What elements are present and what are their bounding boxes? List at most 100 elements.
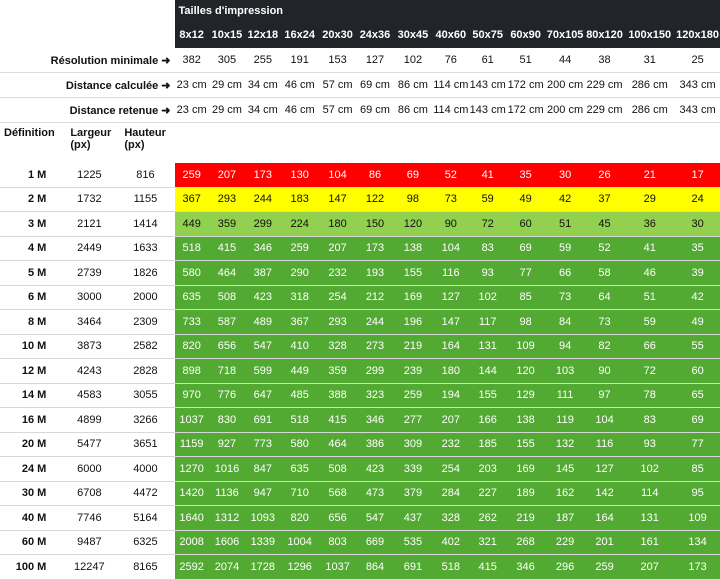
info-value: 127 — [356, 48, 394, 73]
resolution-cell: 232 — [318, 260, 357, 286]
info-value: 343 cm — [675, 97, 720, 123]
resolution-cell: 207 — [318, 236, 357, 261]
resolution-cell: 147 — [318, 187, 357, 212]
resolution-cell: 90 — [432, 211, 470, 237]
size-header: 70x105 — [545, 22, 585, 48]
resolution-cell: 1037 — [174, 407, 209, 433]
table-row: 60 M 9487 6325 2008 1606 1339 1004 803 669 535 402… — [0, 530, 720, 555]
resolution-cell: 30 — [675, 211, 720, 237]
resolution-cell: 669 — [356, 530, 394, 555]
info-value: 200 cm — [545, 72, 585, 98]
resolution-cell: 864 — [356, 554, 394, 580]
resolution-cell: 232 — [432, 432, 470, 457]
resolution-cell: 1270 — [174, 456, 209, 482]
resolution-cell: 259 — [584, 554, 625, 580]
resolution-cell: 1420 — [174, 481, 209, 506]
resolution-cell: 547 — [245, 334, 281, 359]
resolution-cell: 635 — [174, 285, 209, 310]
resolution-cell: 262 — [469, 505, 506, 531]
resolution-cell: 39 — [675, 260, 720, 286]
resolution-cell: 134 — [675, 530, 720, 555]
resolution-cell: 227 — [469, 481, 506, 506]
width-cell: 6708 — [62, 481, 117, 506]
definition-cell: 60 M — [0, 530, 63, 555]
resolution-cell: 109 — [675, 505, 720, 531]
size-header: 50x75 — [469, 22, 506, 48]
definition-cell: 4 M — [0, 236, 63, 261]
resolution-cell: 104 — [432, 236, 470, 261]
resolution-cell: 60 — [675, 358, 720, 384]
info-value: 46 cm — [280, 97, 319, 123]
width-header: Largeur (px) — [70, 127, 112, 151]
resolution-cell: 254 — [432, 456, 470, 482]
header-spacer — [0, 0, 175, 22]
resolution-cell: 508 — [318, 456, 357, 482]
info-value: 86 cm — [393, 72, 433, 98]
resolution-cell: 116 — [432, 260, 470, 286]
resolution-cell: 293 — [208, 187, 246, 212]
resolution-cell: 36 — [624, 211, 676, 237]
size-header: 12x18 — [245, 22, 281, 48]
width-cell: 12247 — [62, 554, 117, 580]
resolution-cell: 207 — [432, 407, 470, 433]
definition-cell: 20 M — [0, 432, 63, 457]
size-header: 80x120 — [584, 22, 625, 48]
resolution-cell: 820 — [174, 334, 209, 359]
resolution-cell: 437 — [393, 505, 433, 531]
info-value: 153 — [318, 48, 357, 73]
width-cell: 3000 — [62, 285, 117, 310]
resolution-cell: 185 — [469, 432, 506, 457]
resolution-cell: 219 — [505, 505, 546, 531]
resolution-cell: 72 — [469, 211, 506, 237]
resolution-cell: 122 — [356, 187, 394, 212]
info-value: 114 cm — [432, 97, 470, 123]
resolution-cell: 830 — [208, 407, 246, 433]
header-title-row: Tailles d'impression — [0, 0, 720, 22]
resolution-cell: 93 — [469, 260, 506, 286]
resolution-cell: 155 — [469, 383, 506, 408]
resolution-cell: 138 — [505, 407, 546, 433]
resolution-cell: 201 — [584, 530, 625, 555]
width-cell: 4583 — [62, 383, 117, 408]
info-value: 46 cm — [280, 72, 319, 98]
width-cell: 6000 — [62, 456, 117, 482]
width-cell: 7746 — [62, 505, 117, 531]
resolution-cell: 284 — [432, 481, 470, 506]
info-value: 343 cm — [675, 72, 720, 98]
resolution-cell: 449 — [174, 211, 209, 237]
resolution-cell: 132 — [545, 432, 585, 457]
info-value: 255 — [245, 48, 281, 73]
resolution-cell: 196 — [393, 309, 433, 335]
resolution-cell: 423 — [356, 456, 394, 482]
resolution-cell: 290 — [280, 260, 319, 286]
resolution-cell: 127 — [432, 285, 470, 310]
resolution-cell: 568 — [318, 481, 357, 506]
height-cell: 3651 — [116, 432, 175, 457]
resolution-cell: 35 — [675, 236, 720, 261]
size-header: 30x45 — [393, 22, 433, 48]
table-row: 40 M 7746 5164 1640 1312 1093 820 656 547 437 328 2… — [0, 505, 720, 531]
resolution-cell: 346 — [356, 407, 394, 433]
resolution-cell: 83 — [469, 236, 506, 261]
info-label: Distance retenue ➜ — [0, 97, 175, 123]
resolution-cell: 66 — [545, 260, 585, 286]
resolution-cell: 535 — [393, 530, 433, 555]
definition-cell: 40 M — [0, 505, 63, 531]
width-cell: 5477 — [62, 432, 117, 457]
resolution-cell: 473 — [356, 481, 394, 506]
info-value: 34 cm — [245, 72, 281, 98]
info-value: 57 cm — [318, 72, 357, 98]
resolution-cell: 90 — [584, 358, 625, 384]
resolution-cell: 78 — [624, 383, 676, 408]
table-row: 2 M 1732 1155 367 293 244 183 147 122 98 73 59 49 42 3… — [0, 187, 720, 212]
resolution-cell: 193 — [356, 260, 394, 286]
resolution-cell: 144 — [469, 358, 506, 384]
width-cell: 2449 — [62, 236, 117, 261]
info-value: 76 — [432, 48, 470, 73]
info-value: 200 cm — [545, 97, 585, 123]
resolution-cell: 1037 — [318, 554, 357, 580]
resolution-cell: 180 — [432, 358, 470, 384]
resolution-cell: 83 — [624, 407, 676, 433]
resolution-cell: 410 — [280, 334, 319, 359]
height-header: Hauteur (px) — [124, 127, 166, 151]
